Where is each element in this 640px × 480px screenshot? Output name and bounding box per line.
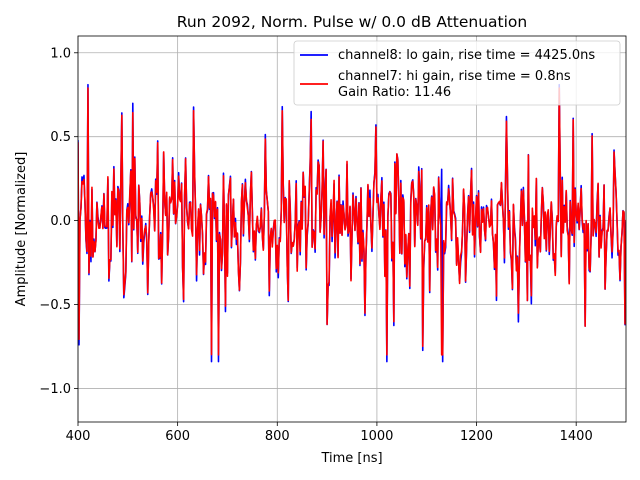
series-line-channel7 <box>78 87 626 356</box>
y-tick-label: 1.0 <box>50 46 71 61</box>
x-tick-label: 800 <box>265 429 290 444</box>
y-tick-label: −0.5 <box>39 298 71 313</box>
x-tick-label: 400 <box>66 429 91 444</box>
y-tick-label: 0.0 <box>50 214 71 229</box>
y-tick-label: 0.5 <box>50 130 71 145</box>
x-axis-label: Time [ns] <box>320 451 382 466</box>
legend: channel8: lo gain, rise time = 4425.0ns … <box>293 40 621 106</box>
x-tick-label: 1200 <box>460 429 493 444</box>
legend-label-channel7: channel7: hi gain, rise time = 0.8ns <box>338 69 571 84</box>
legend-label-channel8: channel8: lo gain, rise time = 4425.0ns <box>338 48 595 63</box>
x-tick-label: 600 <box>165 429 190 444</box>
x-axis-ticks: 400 600 800 1000 1200 1400 <box>66 422 593 444</box>
y-tick-label: −1.0 <box>39 382 71 397</box>
x-tick-label: 1000 <box>360 429 393 444</box>
chart-title: Run 2092, Norm. Pulse w/ 0.0 dB Attenuat… <box>177 13 527 31</box>
legend-box <box>293 40 621 106</box>
plot-area <box>78 83 626 363</box>
series-layer <box>78 83 626 363</box>
y-axis-ticks: −1.0 −0.5 0.0 0.5 1.0 <box>39 46 78 397</box>
y-axis-label: Amplitude [Normalized] <box>14 152 29 307</box>
x-tick-label: 1400 <box>560 429 593 444</box>
legend-gain-ratio: Gain Ratio: 11.46 <box>338 85 451 100</box>
axes-frame <box>77 35 627 423</box>
